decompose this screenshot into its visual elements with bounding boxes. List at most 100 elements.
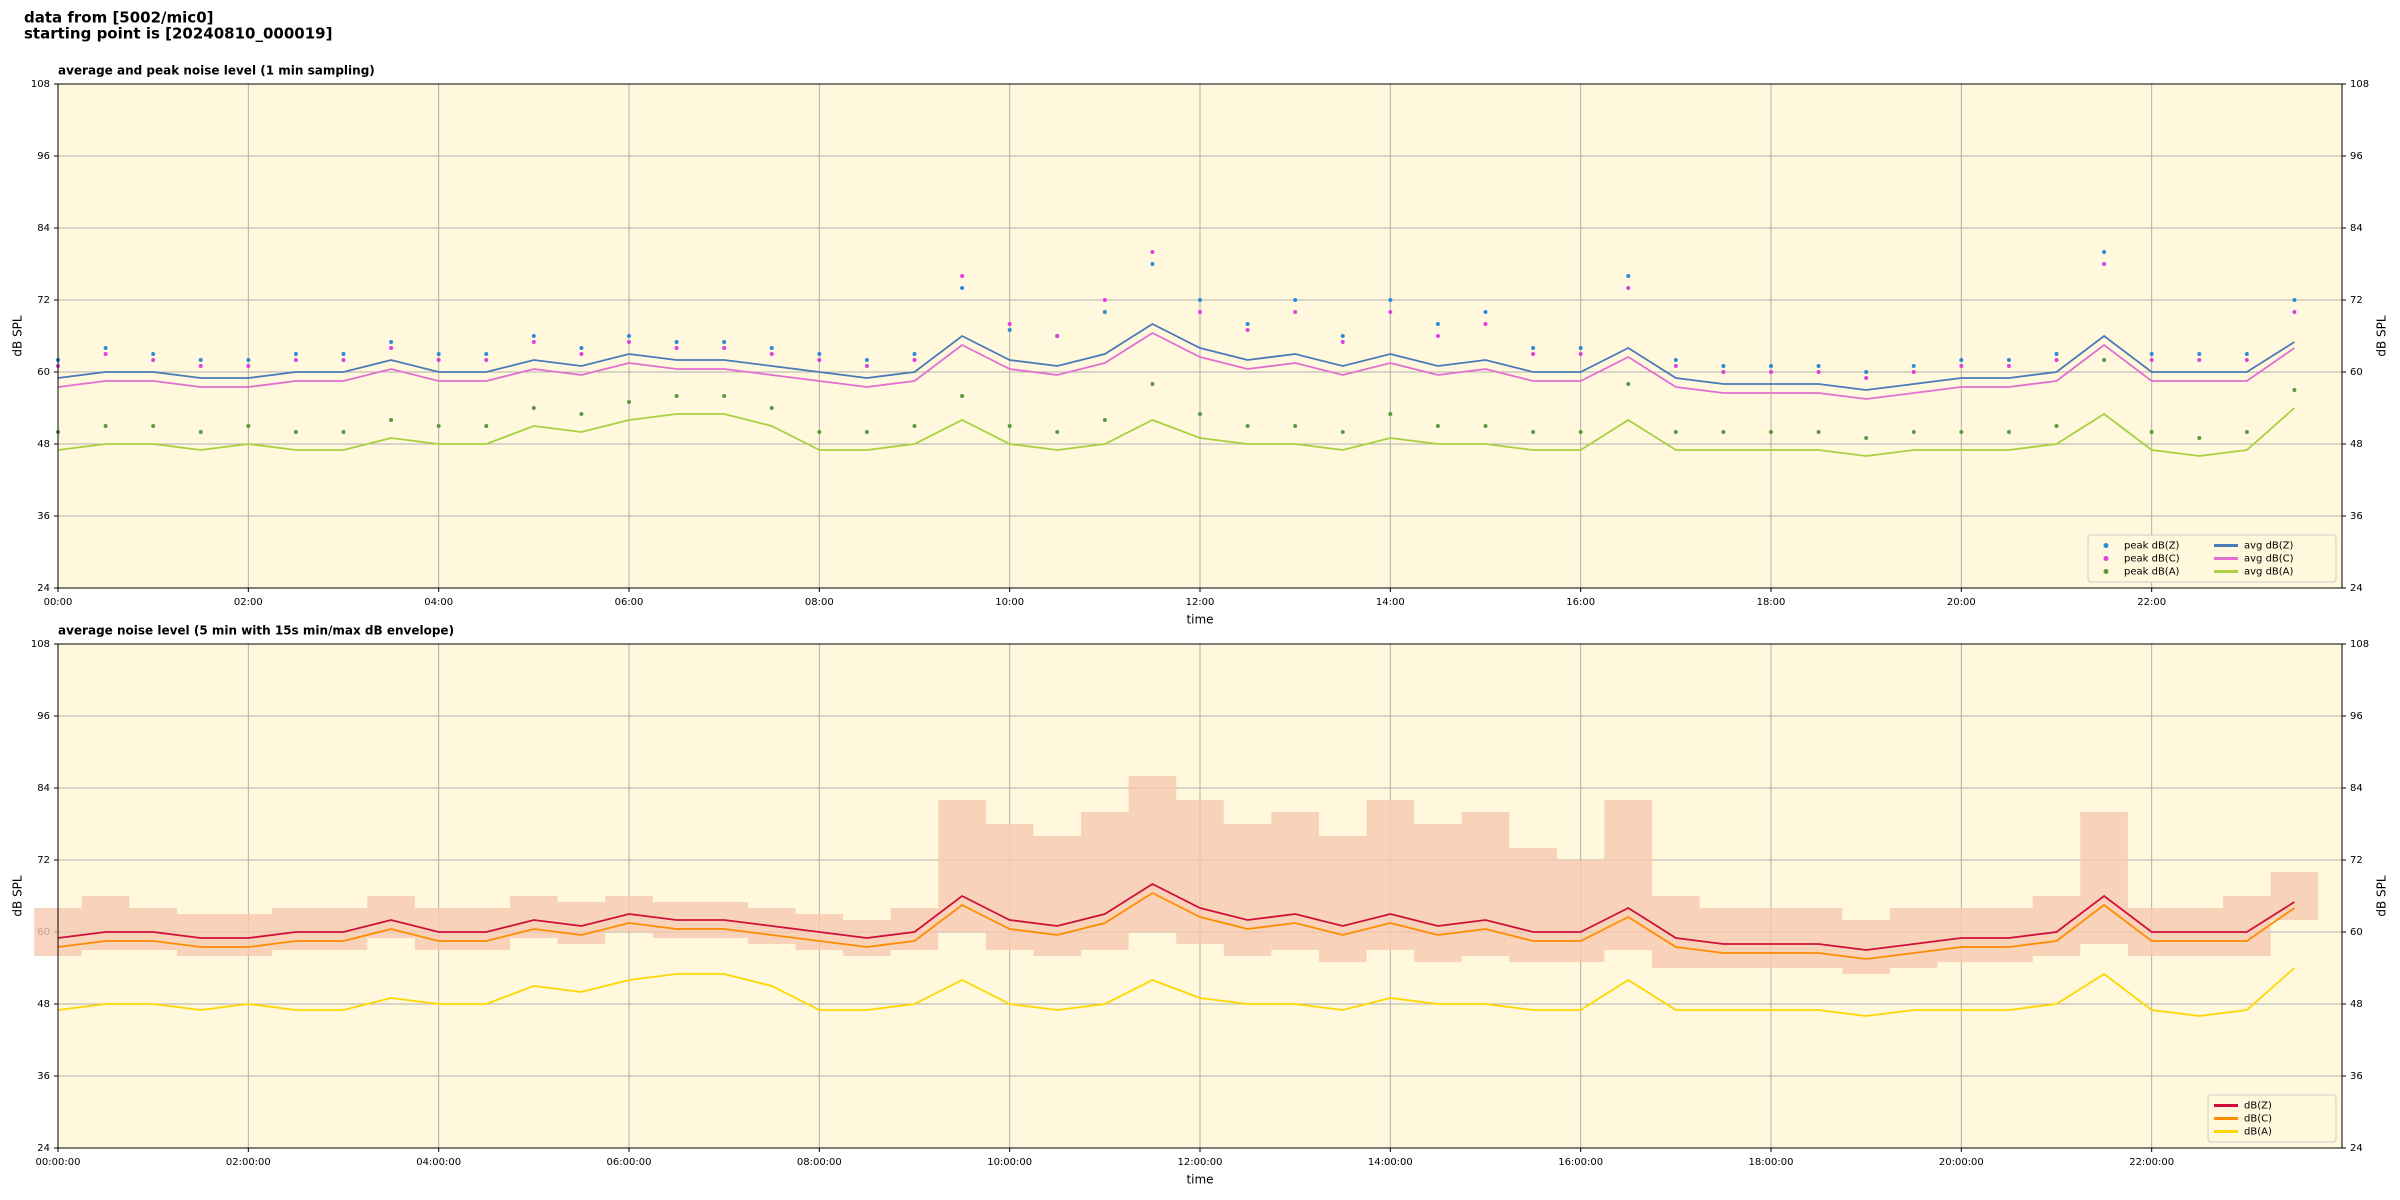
y-tick-label: 108 xyxy=(2350,639,2369,650)
peak-dot xyxy=(2102,250,2107,254)
peak-dot xyxy=(198,430,203,434)
y-tick-label: 96 xyxy=(37,711,50,722)
x-tick-label: 14:00:00 xyxy=(1368,1157,1413,1168)
y-tick-label: 96 xyxy=(2350,711,2363,722)
peak-dot xyxy=(484,358,489,362)
peak-dot xyxy=(1816,364,1821,368)
peak-dot xyxy=(1055,430,1060,434)
peak-dot xyxy=(2006,364,2011,368)
peak-dot xyxy=(1578,346,1583,350)
peak-dot xyxy=(912,358,917,362)
y-tick-label: 24 xyxy=(37,583,50,594)
peak-dot xyxy=(1340,340,1345,344)
peak-dot xyxy=(293,358,298,362)
envelope-band xyxy=(1889,908,1938,968)
y-tick-label: 96 xyxy=(2350,151,2363,162)
peak-dot xyxy=(1388,298,1393,302)
peak-dot xyxy=(1102,310,1107,314)
x-tick-label: 16:00:00 xyxy=(1558,1157,1603,1168)
peak-dot xyxy=(2006,430,2011,434)
x-tick-label: 08:00 xyxy=(805,597,834,608)
peak-dot xyxy=(579,352,584,356)
peak-dot xyxy=(1626,382,1631,386)
peak-dot xyxy=(1198,412,1202,416)
peak-dot xyxy=(2197,352,2202,356)
peak-dot xyxy=(1007,328,1012,332)
peak-dot xyxy=(1816,370,1821,374)
legend-label: peak dB(A) xyxy=(2124,567,2180,578)
peak-dot xyxy=(627,400,631,404)
y-tick-label: 72 xyxy=(2350,295,2363,306)
peak-dot xyxy=(1769,370,1773,374)
peak-dot xyxy=(151,358,156,362)
peak-dot xyxy=(960,274,965,278)
peak-dot xyxy=(246,358,251,362)
x-tick-label: 00:00 xyxy=(44,597,73,608)
peak-dot xyxy=(1531,430,1536,434)
x-tick-label: 22:00:00 xyxy=(2129,1157,2174,1168)
legend-marker xyxy=(2103,556,2109,561)
envelope-band xyxy=(1366,800,1415,950)
peak-dot xyxy=(531,340,536,344)
peak-dot xyxy=(1007,424,1012,428)
legend-marker xyxy=(2103,569,2109,574)
peak-dot xyxy=(1293,298,1298,302)
peak-dot xyxy=(674,346,679,350)
peak-dot xyxy=(2054,358,2059,362)
peak-dot xyxy=(2244,358,2249,362)
peak-dot xyxy=(912,352,917,356)
peak-dot xyxy=(2102,262,2107,266)
legend-box xyxy=(2207,1094,2337,1143)
x-tick-label: 22:00 xyxy=(2137,597,2166,608)
y-tick-label: 60 xyxy=(2350,367,2363,378)
series-line xyxy=(57,891,2295,960)
peak-dot xyxy=(1435,334,1440,338)
peak-dot xyxy=(1911,364,1916,368)
envelope-band xyxy=(1414,824,1462,962)
envelope-band xyxy=(938,800,986,932)
envelope-band xyxy=(1271,812,1319,950)
envelope-band xyxy=(1318,836,1367,962)
legend-label: avg dB(Z) xyxy=(2244,541,2294,552)
peak-dot xyxy=(2292,298,2297,302)
peak-dot xyxy=(1769,364,1773,368)
envelope-band xyxy=(319,908,368,950)
y-tick-label: 60 xyxy=(37,367,50,378)
envelope-band xyxy=(1176,800,1224,944)
peak-dot xyxy=(1959,358,1964,362)
peak-dot xyxy=(1531,352,1536,356)
peak-dot xyxy=(1816,430,1821,434)
peak-dot xyxy=(1673,430,1678,434)
y-tick-label: 24 xyxy=(2350,583,2363,594)
peak-dot xyxy=(1673,364,1678,368)
peak-dot xyxy=(1245,328,1250,332)
series-line xyxy=(57,882,2295,951)
envelope-band xyxy=(2223,896,2271,956)
envelope-band xyxy=(2032,896,2081,956)
peak-dot xyxy=(2244,352,2249,356)
peak-dot xyxy=(151,424,156,428)
peak-dot xyxy=(769,346,774,350)
header-line: starting point is [20240810_000019] xyxy=(24,25,332,43)
series-line xyxy=(57,331,2295,400)
series-line xyxy=(57,967,2296,1017)
peak-dot xyxy=(1483,424,1488,428)
peak-dot xyxy=(579,346,584,350)
header-line: data from [5002/mic0] xyxy=(24,9,214,27)
peak-dot xyxy=(2292,388,2297,392)
peak-dot xyxy=(436,424,441,428)
envelope-band xyxy=(1652,896,1700,968)
y-tick-label: 84 xyxy=(2350,783,2363,794)
peak-dot xyxy=(1150,382,1155,386)
y-tick-label: 108 xyxy=(2350,79,2369,90)
y-tick-label: 60 xyxy=(2350,927,2363,938)
x-tick-label: 02:00:00 xyxy=(226,1157,271,1168)
legend-label: dB(Z) xyxy=(2244,1101,2272,1112)
y-tick-label: 36 xyxy=(2350,511,2363,522)
peak-dot xyxy=(1483,310,1488,314)
peak-dot xyxy=(1435,322,1440,326)
series-line xyxy=(57,322,2295,391)
envelope-band xyxy=(2080,812,2128,944)
peak-dot xyxy=(1673,358,1678,362)
peak-dot xyxy=(1245,322,1250,326)
